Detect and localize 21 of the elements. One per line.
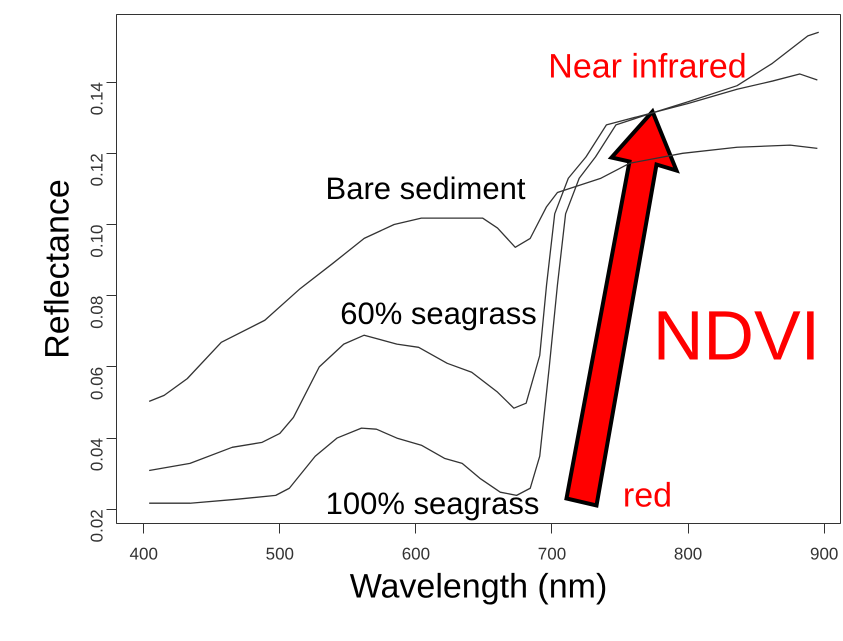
x-tick-label: 900 — [810, 544, 838, 564]
series-label: 60% seagrass — [340, 296, 537, 331]
y-tick-label: 0.04 — [88, 438, 106, 472]
x-tick-label: 400 — [130, 544, 158, 564]
y-tick-label: 0.12 — [88, 153, 106, 186]
y-axis-title: Reflectance — [38, 179, 76, 359]
y-tick-label: 0.08 — [88, 296, 106, 329]
y-tick-label: 0.14 — [88, 82, 106, 116]
y-tick-label: 0.10 — [88, 224, 106, 258]
x-tick-label: 700 — [538, 544, 566, 564]
y-tick-label: 0.06 — [88, 366, 106, 400]
y-tick-label: 0.02 — [88, 509, 106, 542]
series-label: Bare sediment — [326, 171, 526, 206]
x-tick-label: 800 — [674, 544, 702, 564]
annotation: Near infrared — [548, 48, 747, 86]
x-tick-label: 600 — [402, 544, 430, 564]
series-label: 100% seagrass — [326, 486, 540, 521]
x-axis-title: Wavelength (nm) — [350, 568, 608, 606]
x-tick-label: 500 — [266, 544, 294, 564]
annotation: red — [622, 476, 672, 514]
annotation: NDVI — [652, 296, 820, 374]
